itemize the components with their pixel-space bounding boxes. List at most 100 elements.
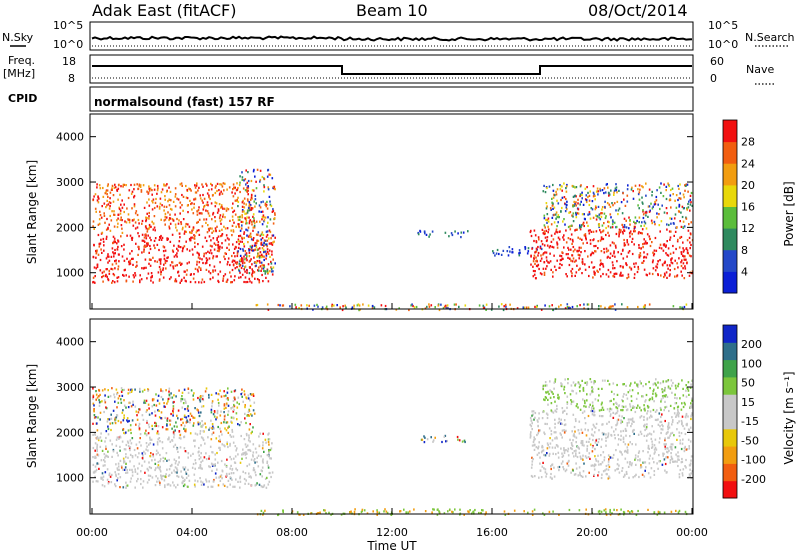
range-cell	[589, 378, 592, 381]
range-cell	[109, 201, 112, 205]
range-cell	[534, 438, 536, 441]
range-cell	[570, 259, 572, 262]
range-cell	[576, 212, 579, 215]
range-cell	[221, 443, 224, 446]
range-cell	[577, 202, 579, 205]
range-cell	[582, 262, 584, 265]
range-cell	[126, 419, 128, 422]
range-cell	[385, 510, 388, 513]
range-cell	[409, 510, 411, 513]
range-cell	[254, 277, 256, 280]
range-cell	[123, 259, 126, 262]
range-cell	[623, 198, 625, 201]
range-cell	[599, 229, 601, 232]
range-cell	[238, 402, 240, 406]
range-cell	[239, 271, 241, 274]
range-cell	[168, 387, 171, 390]
range-cell	[253, 217, 255, 220]
range-cell	[566, 412, 568, 416]
range-cell	[108, 418, 111, 421]
range-cell	[96, 445, 98, 448]
range-cell	[652, 392, 654, 395]
range-cell	[645, 182, 647, 185]
range-cell	[601, 212, 603, 215]
range-cell	[650, 202, 652, 205]
range-cell	[149, 455, 151, 458]
range-cell	[650, 437, 653, 440]
range-cell	[224, 252, 226, 255]
range-cell	[537, 447, 539, 450]
range-cell	[565, 449, 567, 452]
range-cell	[209, 445, 212, 448]
range-cell	[658, 246, 661, 249]
range-cell	[245, 219, 248, 222]
range-cell	[561, 455, 564, 458]
range-cell	[163, 405, 165, 408]
range-cell	[168, 438, 170, 441]
range-cell	[413, 508, 415, 511]
range-cell	[168, 390, 170, 393]
range-cell	[156, 399, 159, 402]
range-cell	[239, 247, 242, 251]
range-cell	[634, 225, 636, 228]
range-cell	[601, 189, 604, 192]
range-cell	[678, 197, 680, 200]
range-cell	[571, 452, 574, 455]
range-cell	[129, 259, 132, 262]
range-cell	[247, 449, 249, 452]
range-cell	[116, 468, 119, 471]
range-cell	[113, 225, 116, 228]
range-cell	[593, 465, 596, 468]
range-cell	[171, 396, 174, 399]
range-cell	[591, 208, 594, 211]
range-cell	[193, 198, 195, 201]
range-cell	[173, 458, 176, 461]
range-cell	[128, 260, 130, 263]
range-cell	[173, 436, 175, 439]
range-cell	[141, 414, 144, 417]
range-cell	[197, 220, 199, 224]
range-cell	[504, 303, 507, 306]
range-cell	[685, 389, 687, 392]
range-cell	[590, 433, 593, 436]
range-cell	[537, 263, 540, 266]
range-cell	[623, 393, 625, 396]
range-cell	[539, 247, 542, 250]
range-cell	[160, 234, 162, 238]
range-cell	[608, 383, 611, 386]
range-cell	[258, 260, 261, 263]
range-cell	[300, 304, 303, 307]
range-cell	[575, 228, 577, 231]
range-cell	[655, 249, 658, 252]
range-cell	[598, 223, 600, 226]
range-cell	[631, 462, 633, 465]
range-cell	[689, 406, 692, 409]
range-cell	[215, 202, 218, 205]
range-cell	[543, 214, 546, 217]
colorbar-swatch	[723, 359, 737, 378]
velocity-marks	[92, 378, 694, 517]
range-cell	[96, 453, 99, 456]
range-cell	[192, 398, 195, 401]
range-cell	[247, 171, 249, 174]
range-cell	[148, 223, 151, 227]
range-cell	[174, 278, 177, 281]
range-cell	[663, 409, 665, 412]
range-cell	[173, 400, 175, 404]
range-cell	[659, 230, 661, 233]
range-cell	[546, 413, 549, 416]
range-cell	[592, 216, 595, 219]
range-cell	[560, 385, 563, 388]
range-cell	[119, 459, 122, 462]
range-cell	[109, 395, 112, 398]
range-cell	[162, 276, 165, 279]
range-cell	[533, 439, 535, 442]
range-cell	[151, 193, 153, 196]
range-cell	[232, 195, 235, 198]
range-cell	[663, 183, 665, 186]
range-cell	[539, 462, 541, 465]
range-cell	[652, 383, 655, 386]
range-cell	[674, 384, 677, 387]
range-cell	[102, 280, 104, 283]
range-cell	[157, 438, 159, 441]
